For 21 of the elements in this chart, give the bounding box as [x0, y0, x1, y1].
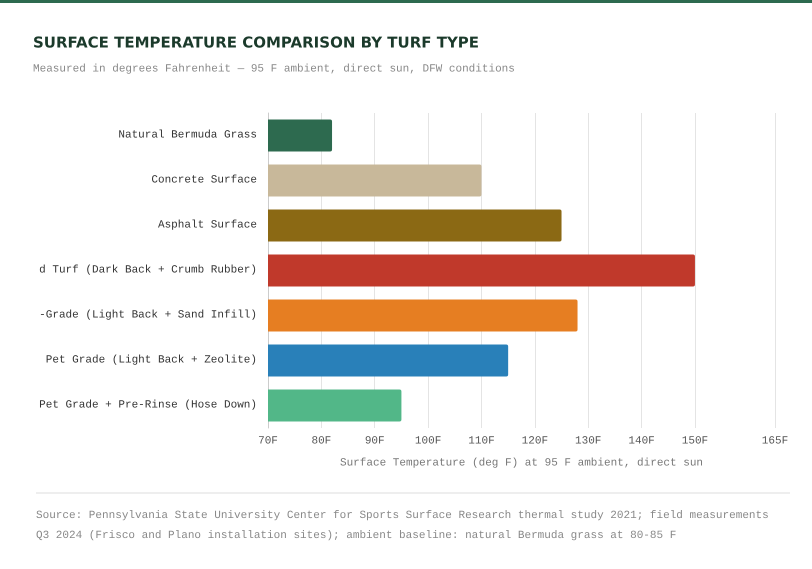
x-tick-label: 165F — [762, 436, 788, 448]
x-tick-label: 150F — [682, 436, 708, 448]
source-note: Source: Pennsylvania State University Center for Sports Surface Research thermal study 2021; field measurements Q3 2024 (Frisco and Plano installation sites); ambient baseline: natural Bermuda grass at 80-85 F — [36, 510, 776, 542]
chart-subtitle: Measured in degrees Fahrenheit — 95 F ambient, direct sun, DFW conditions — [33, 64, 515, 76]
x-tick-label: 130F — [575, 436, 602, 448]
x-tick-label: 110F — [468, 436, 495, 448]
y-tick-label: Concrete Surface — [151, 174, 257, 186]
y-tick-label: Asphalt Surface — [158, 220, 257, 232]
x-tick-label: 70F — [258, 436, 278, 448]
x-tick-label: 80F — [311, 436, 332, 448]
y-tick-label: Pet Grade + Pre-Rinse (Hose Down) — [39, 400, 257, 412]
x-tick-label: 100F — [414, 436, 442, 448]
x-tick-label: 90F — [364, 436, 385, 448]
y-tick-label: Pet Grade (Light Back + Zeolite) — [46, 354, 257, 366]
chart-title: SURFACE TEMPERATURE COMPARISON BY TURF TYPE — [33, 34, 480, 52]
x-tick-label: 120F — [522, 436, 548, 448]
y-tick-label: Natural Bermuda Grass — [118, 130, 257, 142]
y-tick-label: -Grade (Light Back + Sand Infill) — [39, 310, 257, 322]
y-tick-label: d Turf (Dark Back + Crumb Rubber) — [39, 264, 257, 276]
x-tick-label: 140F — [628, 436, 655, 448]
x-axis-title: Surface Temperature (deg F) at 95 F ambient, direct sun — [340, 458, 704, 470]
